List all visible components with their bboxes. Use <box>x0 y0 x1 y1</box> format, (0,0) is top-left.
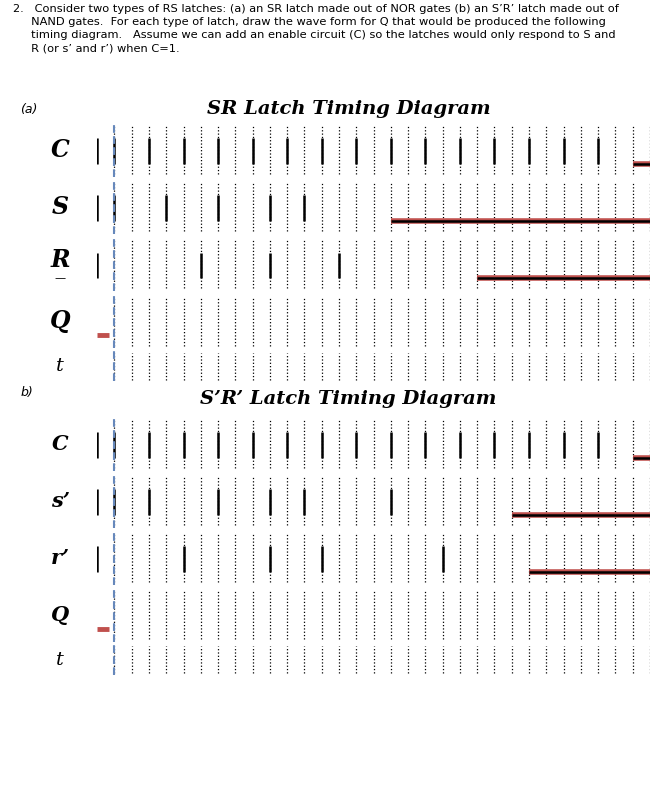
Text: C: C <box>52 434 68 454</box>
Text: C: C <box>51 138 70 162</box>
Text: (a): (a) <box>20 103 38 116</box>
Text: b): b) <box>20 386 33 400</box>
Text: S’R’ Latch Timing Diagram: S’R’ Latch Timing Diagram <box>200 390 496 408</box>
Text: R: R <box>50 248 70 272</box>
Text: SR Latch Timing Diagram: SR Latch Timing Diagram <box>206 101 490 118</box>
Text: s’: s’ <box>51 491 70 511</box>
Text: S: S <box>52 195 69 219</box>
Text: r’: r’ <box>51 548 70 568</box>
Text: t: t <box>56 651 64 668</box>
Text: —: — <box>55 274 66 283</box>
Text: Q: Q <box>50 309 70 333</box>
Text: 2.   Consider two types of RS latches: (a) an SR latch made out of NOR gates (b): 2. Consider two types of RS latches: (a)… <box>13 4 619 54</box>
Text: t: t <box>56 357 64 375</box>
Text: Q: Q <box>51 605 70 625</box>
